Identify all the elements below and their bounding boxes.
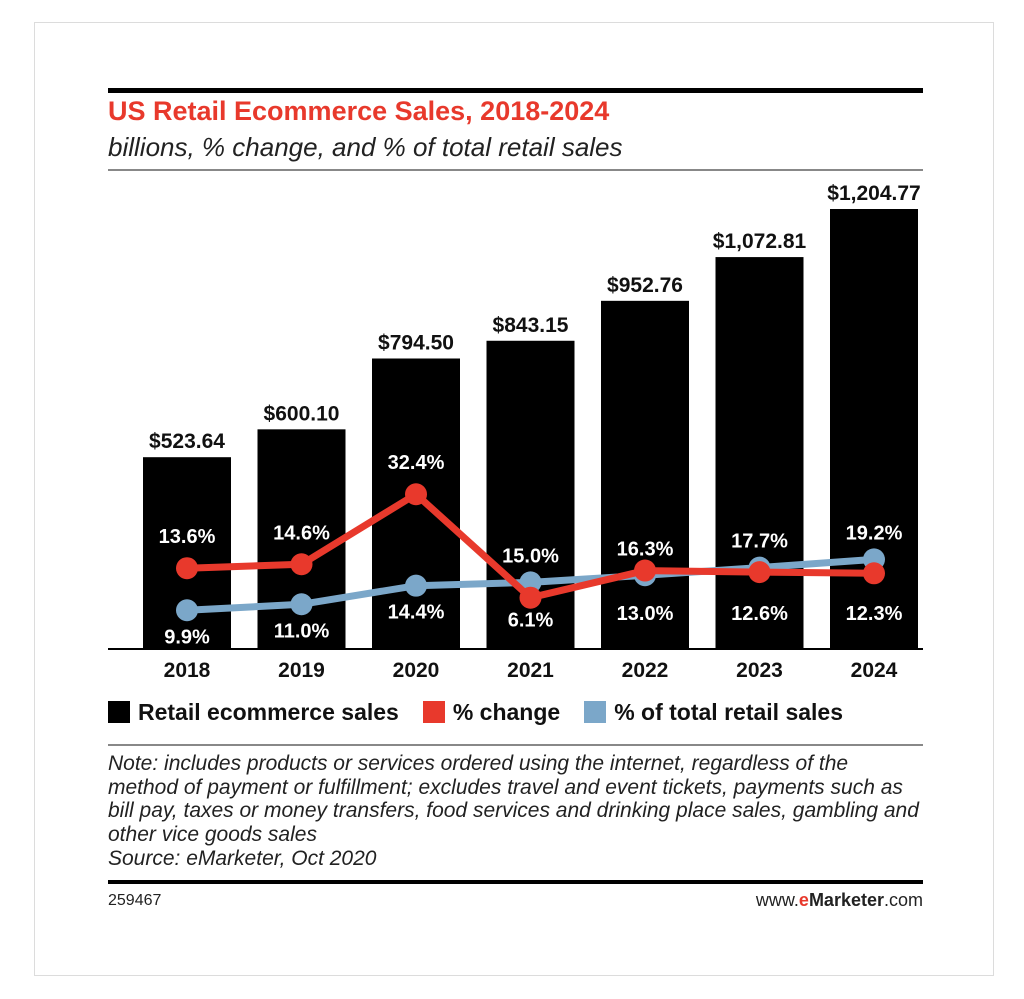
- legend: Retail ecommerce sales % change % of tot…: [108, 696, 923, 728]
- change-label-2019: 14.6%: [273, 522, 330, 544]
- bottom-rule: [108, 880, 923, 884]
- site-suffix: .com: [883, 890, 923, 910]
- chart-source: Source: eMarketer, Oct 2020: [108, 847, 377, 870]
- change-point-2021: [519, 586, 542, 609]
- legend-swatch-change: [422, 701, 445, 723]
- site-brand-rest: Marketer: [808, 890, 884, 910]
- chart-title: US Retail Ecommerce Sales, 2018-2024: [108, 96, 610, 126]
- site-prefix: www.: [755, 890, 799, 910]
- change-point-2018: [176, 557, 198, 580]
- top-rule: [108, 88, 923, 93]
- change-point-2023: [748, 561, 771, 584]
- chart-subtitle: billions, % change, and % of total retai…: [108, 132, 623, 162]
- bar-value-label-2018: $523.64: [149, 430, 225, 453]
- site-brand-e: e: [798, 890, 809, 910]
- x-tick-label-2018: 2018: [164, 659, 211, 682]
- bar-value-label-2024: $1,204.77: [827, 182, 920, 205]
- x-tick-label-2024: 2024: [851, 659, 898, 682]
- bar-value-label-2022: $952.76: [607, 274, 683, 297]
- change-point-2020: [405, 483, 427, 506]
- bar-value-label-2019: $600.10: [264, 402, 340, 425]
- x-tick-label-2020: 2020: [393, 659, 440, 682]
- site-link[interactable]: www.eMarketer.com: [756, 890, 923, 911]
- legend-item-share: % of total retail sales: [584, 699, 843, 726]
- change-point-2019: [290, 553, 313, 576]
- x-tick-label-2019: 2019: [278, 659, 325, 682]
- share-point-2019: [290, 593, 313, 616]
- bar-2023: [715, 257, 804, 648]
- share-point-2020: [405, 574, 427, 597]
- note-rule: [108, 744, 923, 746]
- x-tick-label-2022: 2022: [622, 659, 669, 682]
- subtitle-rule: [108, 169, 923, 171]
- share-point-2018: [176, 599, 198, 622]
- bar-value-label-2023: $1,072.81: [713, 230, 807, 253]
- bar-2022: [601, 300, 689, 648]
- change-label-2022: 13.0%: [617, 603, 674, 625]
- share-label-2023: 17.7%: [731, 531, 788, 553]
- change-point-2024: [863, 562, 885, 585]
- change-label-2018: 13.6%: [159, 526, 216, 548]
- legend-swatch-share: [584, 701, 607, 723]
- bar-value-label-2020: $794.50: [378, 331, 454, 354]
- x-tick-label-2023: 2023: [736, 659, 783, 682]
- legend-label-share: % of total retail sales: [614, 698, 844, 725]
- change-label-2023: 12.6%: [731, 603, 788, 625]
- chart-id: 259467: [108, 892, 162, 909]
- legend-label-sales: Retail ecommerce sales: [138, 698, 399, 725]
- share-label-2019: 11.0%: [274, 620, 330, 642]
- bar-value-label-2021: $843.15: [493, 314, 569, 337]
- chart-note: Note: includes products or services orde…: [108, 752, 919, 846]
- share-label-2021: 15.0%: [502, 545, 559, 567]
- change-label-2020: 32.4%: [388, 452, 445, 474]
- legend-item-sales: Retail ecommerce sales: [108, 699, 399, 726]
- legend-label-change: % change: [452, 698, 561, 725]
- share-label-2022: 16.3%: [617, 538, 674, 560]
- share-point-2021: [519, 571, 542, 594]
- change-point-2022: [634, 559, 656, 582]
- x-tick-label-2021: 2021: [507, 659, 554, 682]
- share-label-2018: 9.9%: [164, 626, 210, 648]
- legend-swatch-sales: [108, 701, 130, 723]
- change-label-2021: 6.1%: [508, 610, 554, 632]
- share-label-2024: 19.2%: [846, 522, 903, 544]
- change-label-2024: 12.3%: [846, 603, 903, 625]
- legend-item-change: % change: [422, 698, 561, 726]
- share-label-2020: 14.4%: [388, 602, 445, 624]
